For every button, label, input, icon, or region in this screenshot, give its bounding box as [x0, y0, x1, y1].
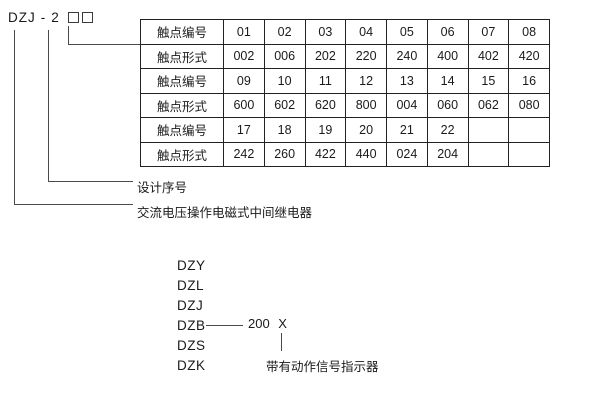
data-cell: 02: [263, 19, 306, 45]
data-cell: 17: [223, 117, 265, 143]
table-row: 触点形式 600 602 620 800 004 060 062 080: [140, 92, 550, 118]
data-cell: 10: [263, 68, 306, 94]
data-cell: 01: [223, 19, 265, 45]
data-cell: 04: [345, 19, 387, 45]
data-cell: 800: [345, 92, 387, 118]
table-row: 触点形式 242 260 422 440 024 204: [140, 141, 550, 167]
data-cell: 202: [304, 43, 347, 69]
row-label-cell: 触点形式: [140, 43, 224, 69]
indicator-note: 带有动作信号指示器: [266, 360, 379, 374]
data-cell: 14: [426, 68, 469, 94]
indicator-connector-line: [281, 333, 283, 351]
data-cell: 260: [263, 141, 306, 167]
data-cell: [508, 117, 550, 143]
model-prefix: DZJ: [8, 10, 36, 25]
spec-placeholder-box-1: [67, 12, 79, 23]
row-label-cell: 触点形式: [140, 141, 224, 167]
data-cell: 006: [263, 43, 306, 69]
data-cell: 420: [508, 43, 550, 69]
data-cell: 080: [508, 92, 550, 118]
series-item-dzb: DZB: [177, 318, 206, 333]
data-cell: 12: [345, 68, 387, 94]
data-cell: 21: [386, 117, 428, 143]
data-cell: 11: [304, 68, 347, 94]
data-cell: 620: [304, 92, 347, 118]
row-label-cell: 触点编号: [140, 19, 224, 45]
data-cell: 002: [223, 43, 265, 69]
connector-prefix-vertical: [14, 30, 16, 205]
relay-type-label: 交流电压操作电磁式中间继电器: [137, 206, 313, 220]
data-cell: 07: [467, 19, 510, 45]
connector-series-horizontal: [48, 181, 133, 183]
data-cell: 402: [467, 43, 510, 69]
data-cell: 240: [386, 43, 428, 69]
table-row: 触点形式 002 006 202 220 240 400 402 420: [140, 43, 550, 69]
data-cell: 13: [386, 68, 428, 94]
row-label-cell: 触点编号: [140, 68, 224, 94]
design-serial-label: 设计序号: [137, 181, 188, 195]
data-cell: 220: [345, 43, 387, 69]
table-row: 触点编号 09 10 11 12 13 14 15 16: [140, 68, 550, 94]
data-cell: 20: [345, 117, 387, 143]
data-cell: 18: [263, 117, 306, 143]
row-label-cell: 触点形式: [140, 92, 224, 118]
data-cell: [467, 141, 510, 167]
data-cell: 204: [426, 141, 469, 167]
dzb-connector-line: [206, 325, 243, 327]
data-cell: 22: [426, 117, 469, 143]
dzb-value: 200 X: [248, 316, 287, 331]
model-dash: -: [40, 10, 47, 25]
contact-table: 触点编号 01 02 03 04 05 06 07 08 触点形式 002 00…: [140, 19, 550, 167]
data-cell: 06: [426, 19, 469, 45]
model-code: DZJ - 2: [8, 10, 93, 25]
data-cell: 004: [386, 92, 428, 118]
data-cell: 440: [345, 141, 387, 167]
table-row: 触点编号 01 02 03 04 05 06 07 08: [140, 19, 550, 45]
series-item-dzs: DZS: [177, 338, 206, 353]
row-label-cell: 触点编号: [140, 117, 224, 143]
connector-prefix-horizontal: [14, 204, 133, 206]
data-cell: 08: [508, 19, 550, 45]
connector-boxes-horizontal: [68, 44, 141, 46]
data-cell: 16: [508, 68, 550, 94]
series-item-dzl: DZL: [177, 278, 205, 293]
data-cell: 19: [304, 117, 347, 143]
data-cell: [467, 117, 510, 143]
series-item-dzj: DZJ: [177, 298, 204, 313]
series-item-dzk: DZK: [177, 358, 206, 373]
series-item-dzy: DZY: [177, 258, 206, 273]
data-cell: 060: [426, 92, 469, 118]
data-cell: [508, 141, 550, 167]
data-cell: 422: [304, 141, 347, 167]
data-cell: 600: [223, 92, 265, 118]
data-cell: 062: [467, 92, 510, 118]
data-cell: 602: [263, 92, 306, 118]
data-cell: 15: [467, 68, 510, 94]
data-cell: 03: [304, 19, 347, 45]
spec-placeholder-box-2: [81, 12, 93, 23]
connector-boxes-vertical: [68, 26, 70, 45]
data-cell: 05: [386, 19, 428, 45]
data-cell: 400: [426, 43, 469, 69]
connector-series-vertical: [48, 30, 50, 182]
model-series-number: 2: [51, 10, 60, 25]
table-row: 触点编号 17 18 19 20 21 22: [140, 117, 550, 143]
data-cell: 024: [386, 141, 428, 167]
data-cell: 09: [223, 68, 265, 94]
data-cell: 242: [223, 141, 265, 167]
